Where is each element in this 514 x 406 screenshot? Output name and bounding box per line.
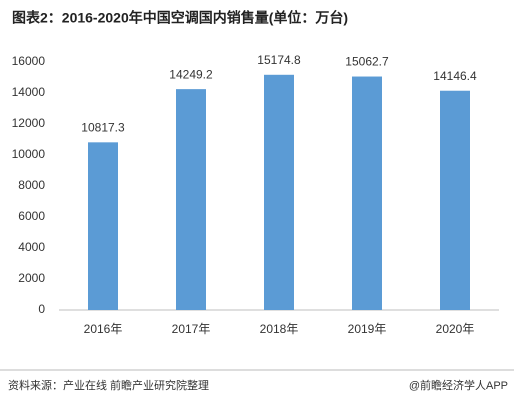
bar <box>176 89 206 311</box>
y-tick-label: 8000 <box>18 178 45 192</box>
x-tick-label: 2016年 <box>84 322 123 336</box>
y-tick-label: 2000 <box>18 271 45 285</box>
credit: @前瞻经济学人APP <box>409 378 508 392</box>
y-tick-label: 6000 <box>18 209 45 223</box>
source-note: 资料来源：产业在线 前瞻产业研究院整理 <box>8 378 209 392</box>
bar <box>88 142 118 310</box>
y-tick-label: 10000 <box>12 147 46 161</box>
y-tick-label: 16000 <box>12 54 46 68</box>
x-tick-label: 2017年 <box>172 322 211 336</box>
data-label: 10817.3 <box>81 121 125 135</box>
data-label: 15062.7 <box>345 55 389 69</box>
y-tick-label: 12000 <box>12 116 46 130</box>
x-tick-label: 2019年 <box>348 322 387 336</box>
bar <box>264 74 294 310</box>
bar <box>440 90 470 310</box>
bar <box>352 76 382 310</box>
y-tick-label: 14000 <box>12 85 46 99</box>
data-label: 14146.4 <box>433 69 477 83</box>
y-tick-label: 4000 <box>18 240 45 254</box>
data-label: 15174.8 <box>257 53 301 67</box>
x-tick-label: 2018年 <box>260 322 299 336</box>
chart-title: 图表2：2016-2020年中国空调国内销售量(单位：万台) <box>12 10 348 26</box>
x-tick-label: 2020年 <box>436 322 475 336</box>
y-tick-label: 0 <box>38 302 45 316</box>
data-label: 14249.2 <box>169 67 213 81</box>
